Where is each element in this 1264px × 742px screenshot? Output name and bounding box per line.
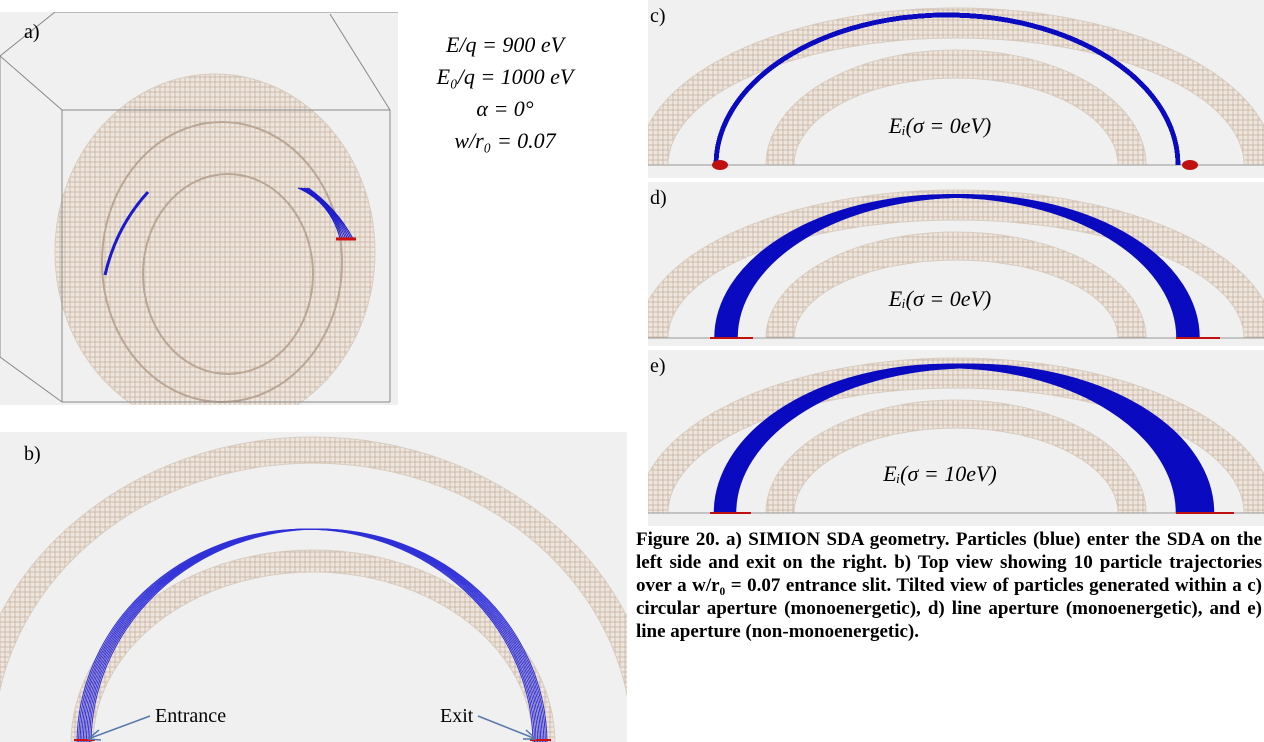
aperture (712, 160, 728, 170)
panel-label: a) (24, 21, 40, 43)
annotation: Entrance (155, 705, 226, 727)
parameter: E₀/q = 1000 eV (436, 64, 576, 89)
page-body: a) b) Entrance Exit c) Eᵢ(σ = 0eV) d) Eᵢ(σ =… (0, 0, 1264, 742)
energy-label: Eᵢ(σ = 0eV) (888, 113, 991, 138)
panel-label: b) (24, 443, 41, 465)
panel-label: e) (650, 355, 666, 377)
figure-caption: Figure 20. a) SIMION SDA geometry. Parti… (636, 528, 1262, 643)
parameter: α = 0° (476, 96, 533, 121)
panel-label: c) (650, 5, 666, 27)
energy-label: Eᵢ(σ = 0eV) (888, 286, 991, 311)
page: SIMION SDA figure {"panels": [ {"label":… (0, 0, 1264, 742)
parameter: w/r₀ = 0.07 (454, 128, 556, 153)
panel-b: b) Entrance Exit (0, 432, 658, 742)
panel-label: d) (650, 187, 667, 209)
annotation: Exit (440, 705, 474, 727)
panel-e: e) Eᵢ(σ = 10eV) (638, 350, 1264, 526)
panel-c: c) Eᵢ(σ = 0eV) (638, 0, 1264, 178)
panel-d: d) Eᵢ(σ = 0eV) (638, 182, 1264, 346)
panel-a: a) (0, 12, 398, 430)
aperture (1182, 160, 1198, 170)
energy-label: Eᵢ(σ = 10eV) (882, 461, 996, 486)
parameter: E/q = 900 eV (445, 32, 567, 57)
